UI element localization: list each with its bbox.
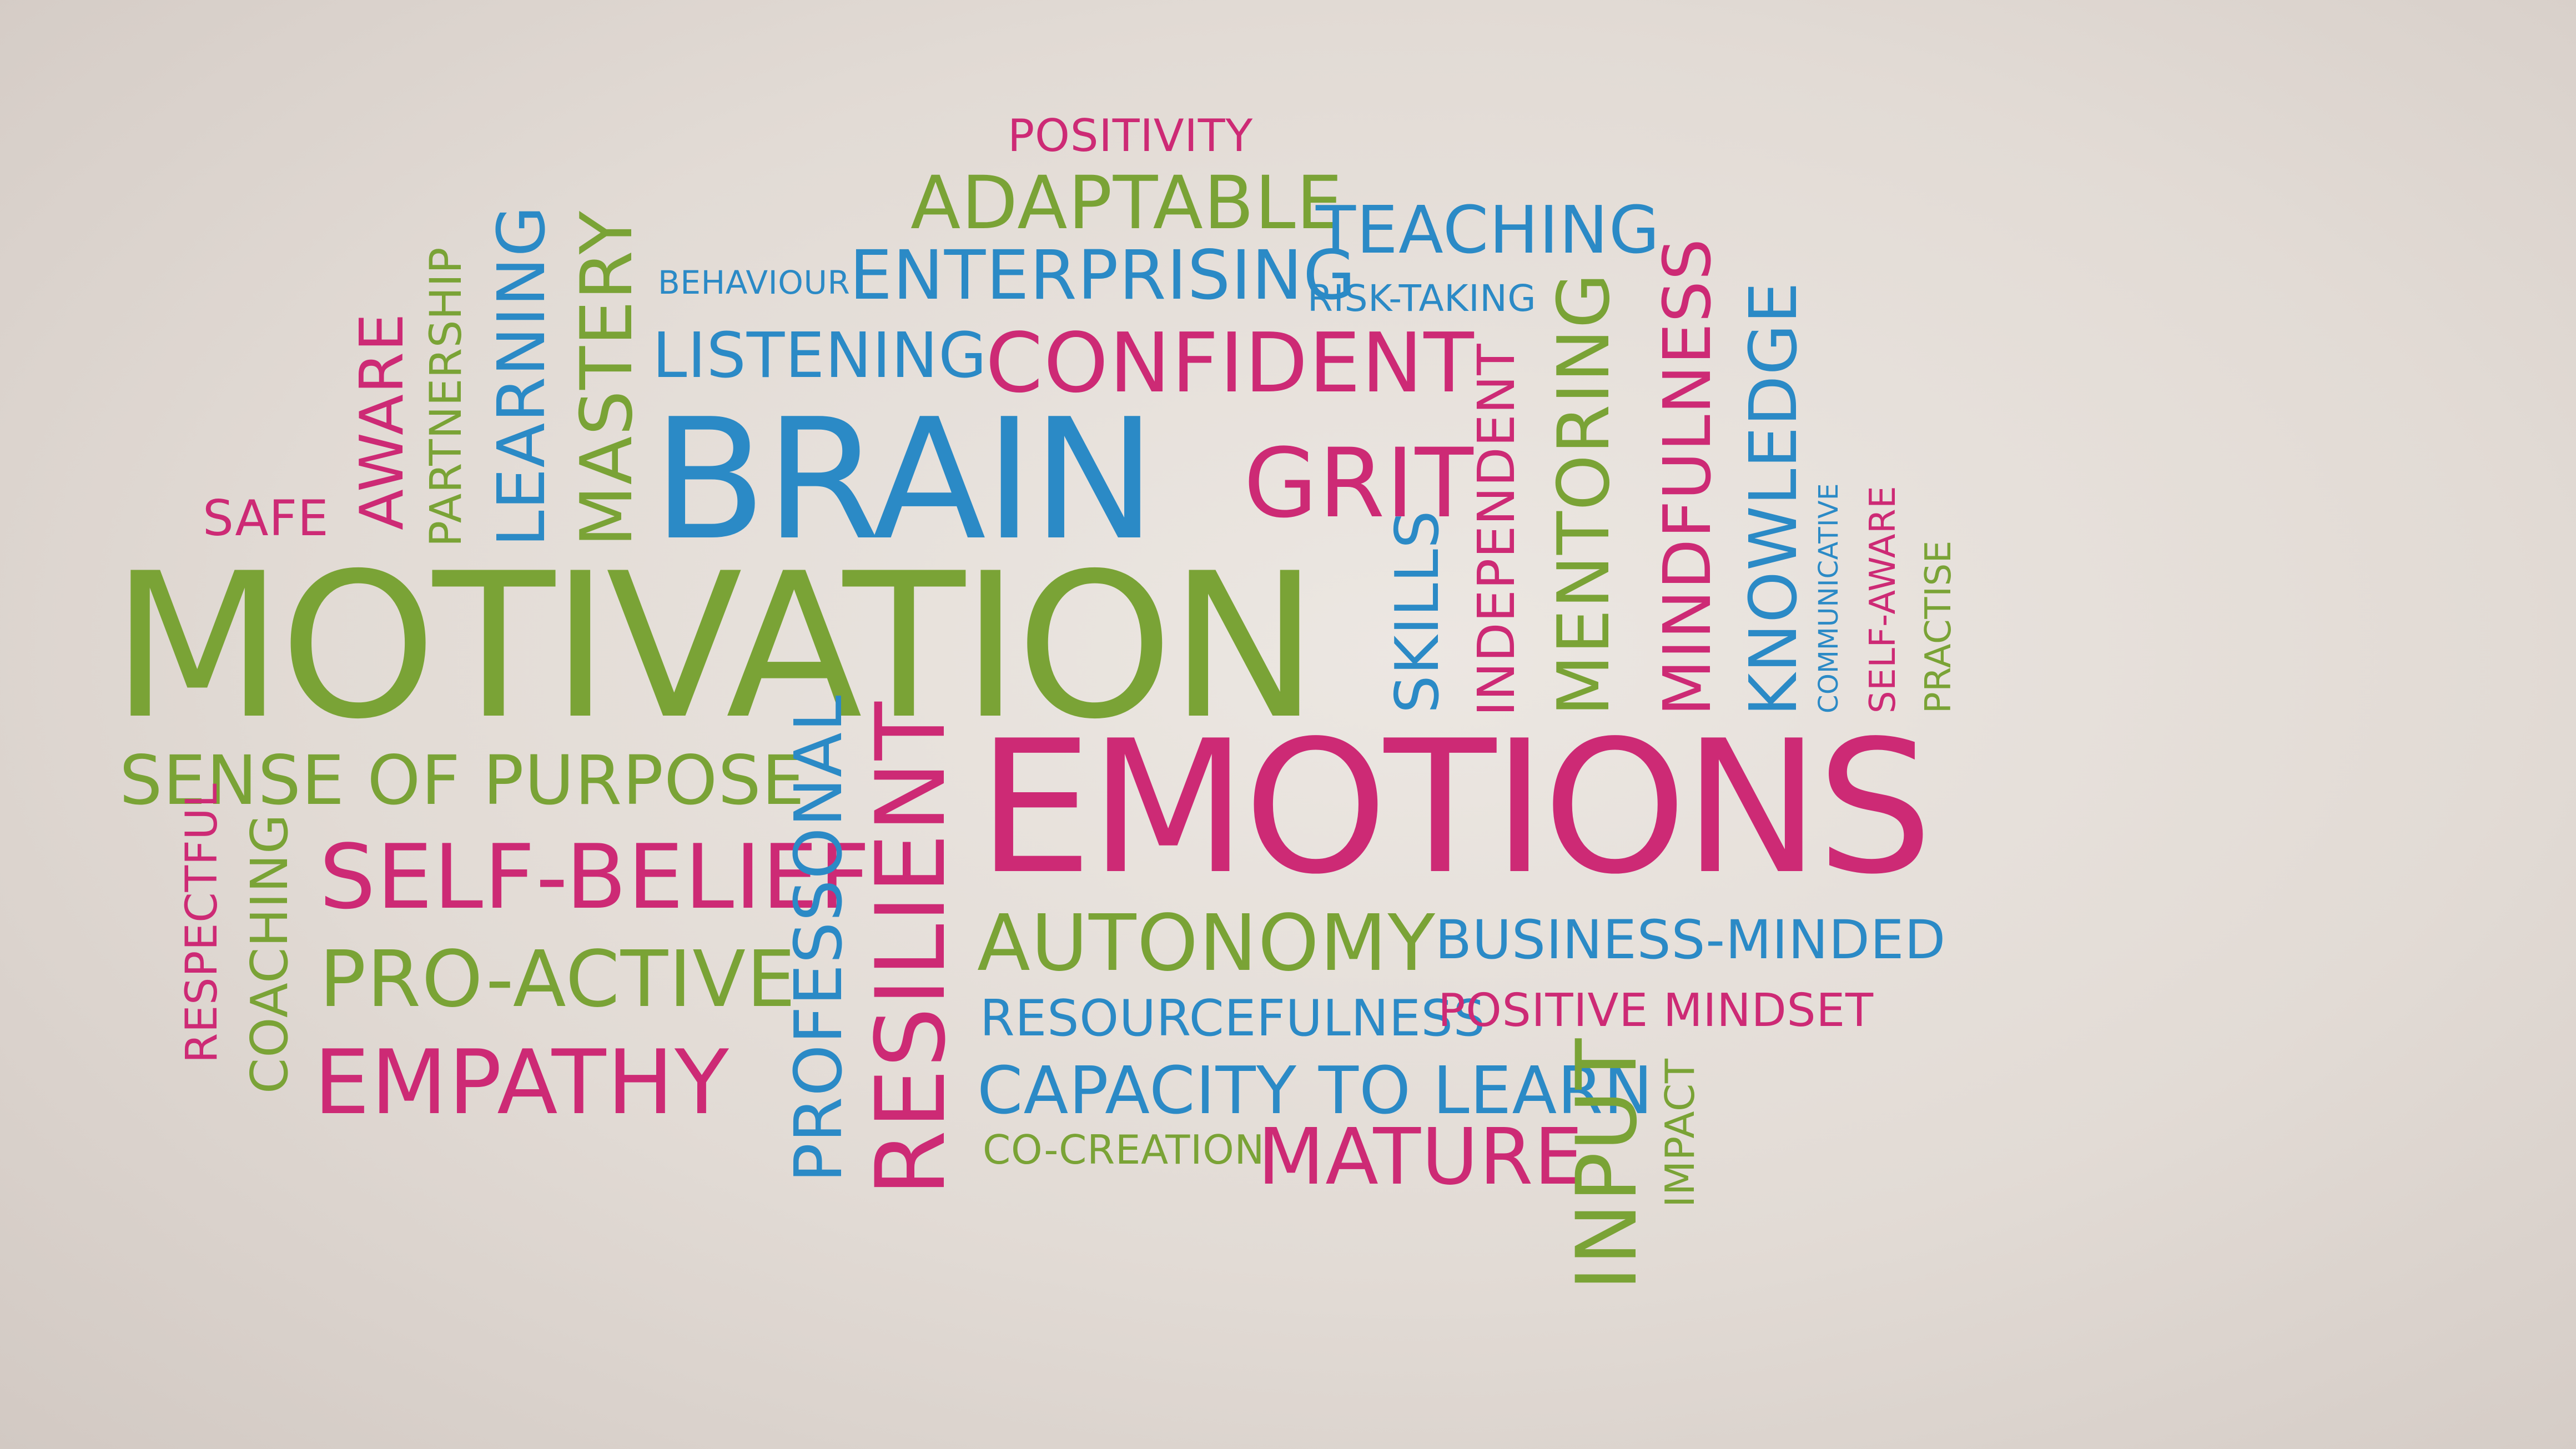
word-listening: LISTENING: [652, 320, 988, 392]
word-risk-taking: RISK-TAKING: [1307, 277, 1537, 320]
word-practise: PRACTISE: [1918, 540, 1959, 713]
word-capacity-to-learn: CAPACITY TO LEARN: [977, 1052, 1654, 1129]
word-knowledge: KNOWLEDGE: [1735, 281, 1812, 716]
word-safe: SAFE: [203, 490, 329, 547]
word-self-belief: SELF-BELIEF: [319, 825, 871, 929]
word-resilient: RESILIENT: [855, 701, 967, 1196]
word-mature: MATURE: [1257, 1112, 1584, 1203]
word-behaviour: BEHAVIOUR: [658, 264, 851, 301]
word-autonomy: AUTONOMY: [977, 898, 1436, 989]
word-mastery: MASTERY: [566, 210, 648, 547]
word-emotions: EMOTIONS: [977, 701, 1933, 914]
word-aware: AWARE: [348, 313, 417, 530]
word-brain: BRAIN: [652, 383, 1156, 577]
word-positivity: POSITIVITY: [1008, 110, 1254, 162]
word-self-aware: SELF-AWARE: [1863, 485, 1904, 713]
word-coaching: COACHING: [240, 813, 299, 1094]
word-grit: GRIT: [1244, 427, 1475, 539]
word-mindfulness: MINDFULNESS: [1649, 238, 1725, 716]
word-adaptable: ADAPTABLE: [910, 160, 1344, 246]
word-positive-mindset: POSITIVE MINDSET: [1438, 984, 1874, 1037]
word-mentoring: MENTORING: [1543, 272, 1626, 716]
word-respectful: RESPECTFUL: [177, 783, 227, 1063]
word-confident: CONFIDENT: [985, 315, 1475, 411]
word-business-minded: BUSINESS-MINDED: [1435, 909, 1946, 971]
word-enterprising: ENTERPRISING: [849, 236, 1356, 315]
word-pro-active: PRO-ACTIVE: [319, 934, 797, 1025]
word-learning: LEARNING: [483, 205, 560, 547]
word-partnership: PARTNERSHIP: [421, 246, 471, 547]
word-skills: SKILLS: [1383, 510, 1452, 713]
word-sense-of-purpose: SENSE OF PURPOSE: [119, 741, 806, 820]
word-teaching: TEACHING: [1316, 192, 1661, 268]
word-empathy: EMPATHY: [314, 1030, 730, 1134]
word-input: INPUT: [1559, 1038, 1656, 1291]
word-impact: IMPACT: [1657, 1058, 1703, 1208]
word-motivation: MOTIVATION: [111, 530, 1319, 763]
word-co-creation: CO-CREATION: [983, 1126, 1265, 1173]
word-resourcefulness: RESOURCEFULNESS: [980, 989, 1486, 1048]
word-communicative: COMMUNICATIVE: [1813, 483, 1844, 713]
word-independent: INDEPENDENT: [1467, 343, 1526, 716]
